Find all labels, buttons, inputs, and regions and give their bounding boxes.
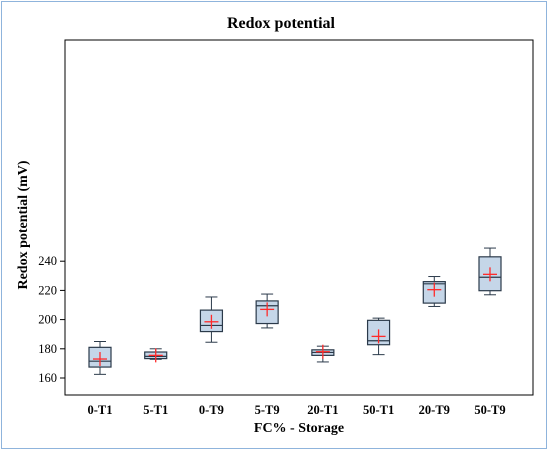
box-5-T9	[256, 294, 278, 328]
boxes-group	[89, 248, 501, 374]
box-5-T1	[145, 348, 167, 362]
x-tick-label: 20-T9	[419, 403, 450, 417]
box-0-T1	[89, 342, 111, 375]
box-50-T9	[479, 248, 501, 295]
x-tick-label: 50-T1	[363, 403, 394, 417]
x-tick-label: 0-T9	[199, 403, 224, 417]
x-tick-label: 0-T1	[88, 403, 113, 417]
x-axis: 0-T1 5-T1 0-T9 5-T9 20-T1 50-T1 20-T9 50-T9	[88, 403, 506, 417]
box-20-T9	[423, 277, 445, 307]
x-tick-label: 50-T9	[474, 403, 505, 417]
x-tick-label: 5-T1	[143, 403, 168, 417]
y-tick-label: 160	[38, 371, 57, 385]
y-tick-label: 200	[38, 313, 57, 327]
y-axis: 160 180 200 220 240	[38, 254, 65, 385]
x-tick-label: 5-T9	[255, 403, 280, 417]
x-axis-label: FC% - Storage	[254, 421, 344, 436]
y-tick-label: 220	[38, 283, 57, 297]
box-20-T1	[312, 345, 334, 362]
y-tick-label: 240	[38, 254, 57, 268]
box-0-T9	[200, 297, 222, 342]
y-axis-label: Redox potential (mV)	[16, 160, 31, 289]
plot-area	[65, 40, 533, 395]
y-tick-label: 180	[38, 342, 57, 356]
box-50-T1	[368, 318, 390, 355]
x-tick-label: 20-T1	[307, 403, 338, 417]
chart-title: Redox potential	[227, 15, 336, 32]
